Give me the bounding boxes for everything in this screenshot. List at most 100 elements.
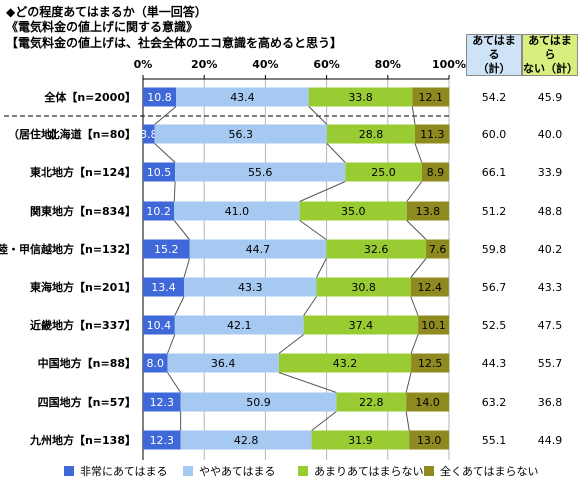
series-connector-line	[410, 334, 419, 354]
legend-item-very: 非常にあてはまる	[64, 463, 168, 479]
bar-segment-not-much	[303, 315, 419, 335]
group-label: （居住地）	[8, 127, 63, 141]
data-label-not-much: 33.8	[348, 91, 373, 104]
data-label-not-at-all: 12.4	[417, 281, 442, 294]
data-label-not-much: 35.0	[341, 205, 366, 218]
series-connector-line	[278, 372, 337, 393]
agree-header-line1: あてはまる	[472, 34, 516, 61]
data-label-not-much: 25.0	[371, 166, 396, 179]
series-connector-line	[406, 181, 423, 202]
x-tick-label: 0%	[134, 58, 153, 71]
bar-segment-not-at-all	[411, 353, 450, 373]
bar-segment-not-at-all	[412, 87, 450, 107]
data-label-somewhat: 41.0	[225, 205, 250, 218]
legend-swatch-not-much	[298, 466, 308, 476]
data-label-somewhat: 50.9	[246, 396, 271, 409]
legend-swatch-very	[64, 466, 74, 476]
category-label: 近畿地方【n=337】	[30, 318, 136, 332]
data-label-not-at-all: 11.3	[420, 128, 445, 141]
bar-segment-somewhat	[184, 277, 317, 297]
legend-swatch-not-at-all	[424, 466, 434, 476]
disagree-header-line2: ない（計）	[523, 62, 578, 75]
bar-segment-very	[143, 277, 185, 297]
bar-segment-very	[143, 124, 155, 144]
bar-segment-very	[143, 392, 181, 412]
series-connector-line	[311, 411, 337, 431]
legend-item-somewhat: ややあてはまる	[183, 463, 276, 479]
series-connector-line	[154, 106, 177, 125]
bar-segment-very	[143, 162, 176, 182]
agree-total-value: 54.2	[482, 91, 507, 104]
data-label-very: 10.2	[146, 205, 171, 218]
bar-segment-not-much	[278, 353, 412, 373]
bar-segment-very	[143, 87, 177, 107]
disagree-total-value: 47.5	[538, 319, 563, 332]
disagree-total-value: 48.8	[538, 205, 563, 218]
agree-total-value: 59.8	[482, 243, 507, 256]
data-label-not-much: 28.8	[359, 128, 384, 141]
data-label-very: 15.2	[154, 243, 179, 256]
bar-segment-somewhat	[174, 315, 304, 335]
data-label-not-at-all: 12.1	[419, 91, 444, 104]
x-tick-label: 100%	[432, 58, 466, 71]
disagree-total-value: 33.9	[538, 166, 563, 179]
agree-total-value: 55.1	[482, 434, 507, 447]
legend-item-not-at-all: 全くあてはまらない	[424, 463, 539, 479]
bar-segment-not-much	[326, 239, 427, 259]
disagree-total-value: 43.3	[538, 281, 563, 294]
category-label: 北陸・甲信越地方【n=132】	[0, 242, 136, 256]
bar-segment-very	[143, 201, 175, 221]
category-label: 全体【n=2000】	[43, 90, 136, 104]
series-connector-line	[405, 372, 412, 393]
series-connector-line	[299, 181, 346, 202]
agree-total-value: 66.1	[482, 166, 507, 179]
bar-segment-not-at-all	[418, 315, 449, 335]
chart-subtitle: 《電気料金の値上げに関する意識》	[6, 20, 199, 34]
bar-segment-very	[143, 315, 175, 335]
category-label: 北海道【n=80】	[49, 127, 136, 141]
bar-segment-very	[143, 239, 190, 259]
chart-title: ◆どの程度あてはまるか（単一回答）	[6, 5, 207, 19]
category-label: 九州地方【n=138】	[29, 433, 136, 447]
data-label-very: 10.4	[147, 319, 172, 332]
bar-segment-not-at-all	[410, 277, 449, 297]
data-label-very: 10.8	[147, 91, 172, 104]
series-connector-line	[154, 143, 176, 163]
data-label-somewhat: 56.3	[229, 128, 254, 141]
series-connector-line	[326, 143, 346, 163]
data-label-not-much: 37.4	[349, 319, 374, 332]
data-label-not-much: 43.2	[333, 357, 358, 370]
legend-item-not-much: あまりあてはまらない	[298, 463, 424, 479]
bar-segment-not-much	[326, 124, 416, 144]
series-connector-line	[173, 220, 190, 240]
data-label-not-at-all: 12.5	[418, 357, 443, 370]
bar-segment-somewhat	[180, 430, 312, 450]
x-tick-label: 80%	[375, 58, 401, 71]
bar-segment-not-at-all	[406, 201, 449, 221]
data-label-somewhat: 43.4	[230, 91, 255, 104]
series-connector-line	[410, 296, 419, 316]
data-label-not-at-all: 7.6	[429, 243, 447, 256]
data-label-somewhat: 36.4	[211, 357, 236, 370]
bar-segment-not-much	[316, 277, 411, 297]
category-label: 中国地方【n=88】	[38, 356, 136, 370]
x-tick-label: 60%	[313, 58, 339, 71]
bar-segment-not-much	[308, 87, 413, 107]
series-connector-line	[278, 334, 304, 354]
bar-segment-very	[143, 430, 181, 450]
legend-label-not-much: あまりあてはまらない	[314, 465, 424, 478]
series-connector-line	[411, 106, 416, 125]
bar-segment-not-at-all	[421, 162, 449, 182]
bar-segment-somewhat	[180, 392, 337, 412]
data-label-not-at-all: 13.8	[416, 205, 441, 218]
series-connector-line	[405, 411, 410, 431]
series-connector-line	[167, 334, 176, 354]
data-label-not-much: 30.8	[351, 281, 376, 294]
x-tick-label: 20%	[191, 58, 217, 71]
agree-total-value: 60.0	[482, 128, 507, 141]
disagree-total-value: 40.2	[538, 243, 563, 256]
legend-label-somewhat: ややあてはまる	[199, 465, 276, 478]
bar-segment-somewhat	[189, 239, 327, 259]
series-connector-line	[308, 106, 328, 125]
bar-segment-somewhat	[175, 162, 346, 182]
